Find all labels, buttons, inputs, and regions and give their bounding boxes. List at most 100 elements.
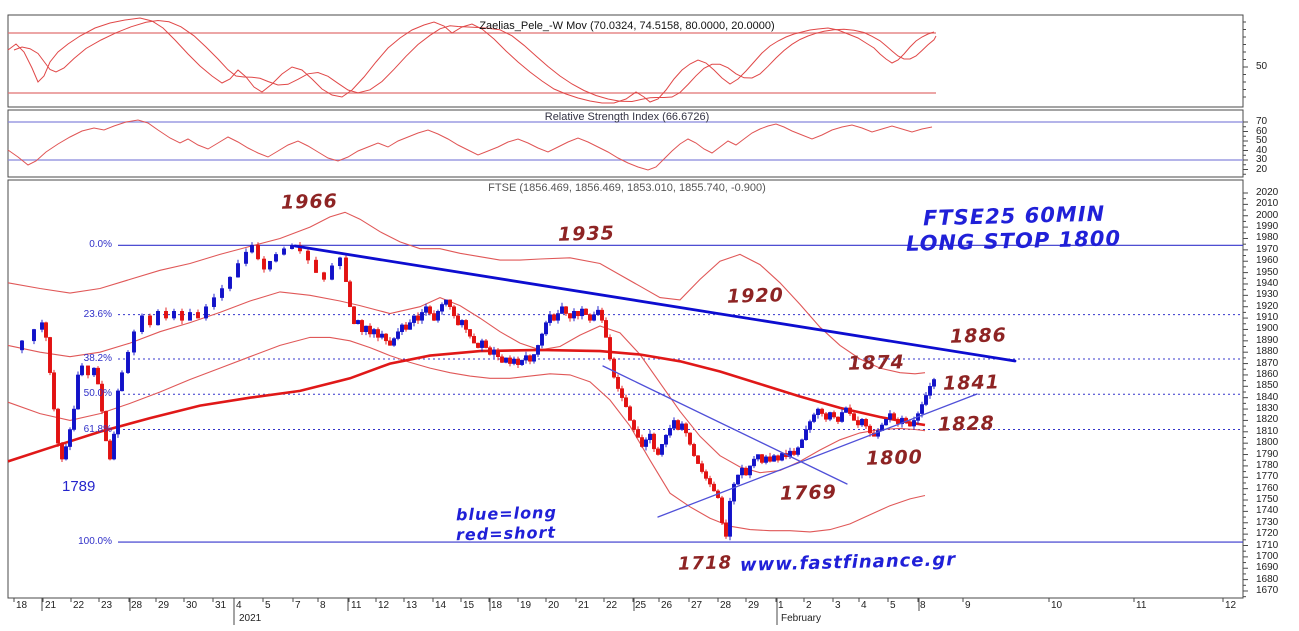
time-axis-label: 27 (691, 600, 703, 611)
time-axis-label: 8 (320, 600, 326, 611)
price-axis-label: 1780 (1256, 459, 1279, 471)
time-axis-label: 30 (186, 600, 198, 611)
price-panel-title: FTSE (1856.469, 1856.469, 1853.010, 1855… (488, 182, 766, 194)
thick-ma-line (7, 348, 926, 463)
annotation-1886: 1886 (949, 324, 1008, 348)
annotation-1966: 1966 (280, 190, 339, 214)
time-axis-label: 18 (16, 600, 28, 611)
annotation-1789: 1789 (62, 478, 96, 495)
rsi-axis-label: 40 (1256, 144, 1268, 156)
rsi-axis-label: 30 (1256, 154, 1268, 165)
time-axis-label: 11 (351, 600, 362, 611)
time-axis-label: 25 (635, 600, 647, 611)
annotation-red-short: red=short (455, 522, 557, 545)
time-axis-label: 31 (215, 600, 227, 611)
price-axis-label: 1730 (1256, 516, 1279, 528)
time-axis-label: 19 (520, 600, 532, 611)
price-axis-label: 1770 (1256, 471, 1279, 483)
time-axis-label: 15 (463, 600, 475, 611)
price-axis-label: 1740 (1256, 505, 1279, 517)
rsi-indicator-group (7, 119, 1248, 175)
time-axis-label: 29 (748, 600, 760, 611)
time-axis-label: 29 (158, 600, 170, 611)
price-axis-label: 2000 (1256, 209, 1279, 221)
fib-label: 0.0% (89, 239, 112, 251)
upper-band-line (7, 211, 926, 375)
price-axis-label: 1910 (1256, 312, 1279, 324)
fib-label: 61.8% (83, 423, 112, 435)
price-axis-label: 1710 (1256, 539, 1279, 551)
price-axis-label: 1690 (1256, 562, 1279, 574)
wmov-fast-line (7, 17, 935, 104)
wedge-resistance-line (602, 365, 848, 485)
time-axis-group (13, 598, 1224, 625)
time-axis-label: 4 (236, 600, 242, 611)
rsi-axis-label: 50 (1256, 135, 1268, 146)
price-axis-label: 1830 (1256, 403, 1279, 415)
middle-ma-line (7, 291, 926, 474)
wmov-slow-line (13, 19, 937, 103)
price-axis-label: 1790 (1256, 448, 1279, 460)
price-axis-label: 1850 (1256, 380, 1279, 392)
price-axis-label: 1960 (1256, 255, 1279, 267)
fib-label: 100.0% (78, 536, 112, 548)
time-axis-label: 5 (890, 600, 896, 611)
primary-downtrend-line (293, 244, 1017, 363)
time-axis-label: 7 (295, 600, 301, 611)
price-axis-label: 1990 (1256, 221, 1279, 233)
time-axis-label: 28 (720, 600, 732, 611)
time-axis-label: 26 (661, 600, 673, 611)
rsi-axis-label: 20 (1256, 163, 1268, 175)
time-axis-label: 3 (835, 600, 841, 611)
price-axis-label: 2020 (1256, 187, 1279, 198)
time-axis-label: 22 (606, 600, 618, 611)
time-axis-label: 23 (101, 600, 113, 611)
price-axis-label: 1860 (1256, 368, 1279, 380)
time-axis-label: 12 (1225, 600, 1237, 611)
price-axis-label: 1900 (1256, 323, 1279, 335)
time-axis-label: 10 (1051, 600, 1063, 611)
wedge-support-line (657, 393, 978, 518)
price-axis-label: 1930 (1256, 289, 1279, 301)
rsi-axis-label: 60 (1256, 125, 1268, 137)
price-axis-label: 1760 (1256, 482, 1279, 494)
time-axis-label: 20 (548, 600, 560, 611)
time-axis-label: 9 (965, 600, 971, 611)
annotation-1841: 1841 (942, 371, 1001, 395)
candles-group (20, 242, 936, 541)
annotation-1874: 1874 (847, 351, 906, 375)
lower-band-line (7, 336, 926, 533)
price-axis-label: 2010 (1256, 198, 1279, 210)
annotation-ftse25-60min: FTSE25 60MIN (922, 201, 1106, 231)
time-axis-label: 1 (778, 600, 784, 611)
moving-average-bands-group (7, 211, 926, 533)
price-axis-label: 1720 (1256, 528, 1279, 540)
fib-label: 50.0% (83, 388, 112, 400)
annotation-1920: 1920 (726, 284, 785, 308)
price-axis-label: 1700 (1256, 550, 1279, 562)
price-axis-label: 1980 (1256, 232, 1279, 244)
time-axis-label: 21 (578, 600, 590, 611)
time-period-label: 2021 (239, 613, 262, 624)
price-axis-label: 1750 (1256, 494, 1279, 506)
rsi-panel-title: Relative Strength Index (66.6726) (544, 111, 710, 123)
price-axis-label: 1840 (1256, 391, 1279, 403)
fibonacci-retracement-group (118, 244, 1243, 543)
time-axis-label: 11 (1136, 600, 1147, 611)
time-axis-label: 13 (406, 600, 418, 611)
annotation-long-stop-1800: LONG STOP 1800 (905, 226, 1122, 256)
wmov-axis-label: 50 (1256, 61, 1268, 72)
time-axis-label: 28 (131, 600, 143, 611)
time-axis-label: 2 (806, 600, 812, 611)
annotation-blue-long: blue=long (455, 502, 558, 525)
price-axis-label: 1870 (1256, 357, 1279, 369)
rsi-axis-label: 70 (1256, 116, 1268, 127)
time-axis-label: 14 (435, 600, 447, 611)
fib-label: 23.6% (83, 308, 112, 320)
wmov-panel-title: Zaelias_Pele_-W Mov (70.0324, 74.5158, 8… (479, 20, 775, 32)
panel-borders (7, 14, 1244, 599)
time-axis-label: 5 (265, 600, 271, 611)
price-axis-label: 1890 (1256, 334, 1279, 346)
